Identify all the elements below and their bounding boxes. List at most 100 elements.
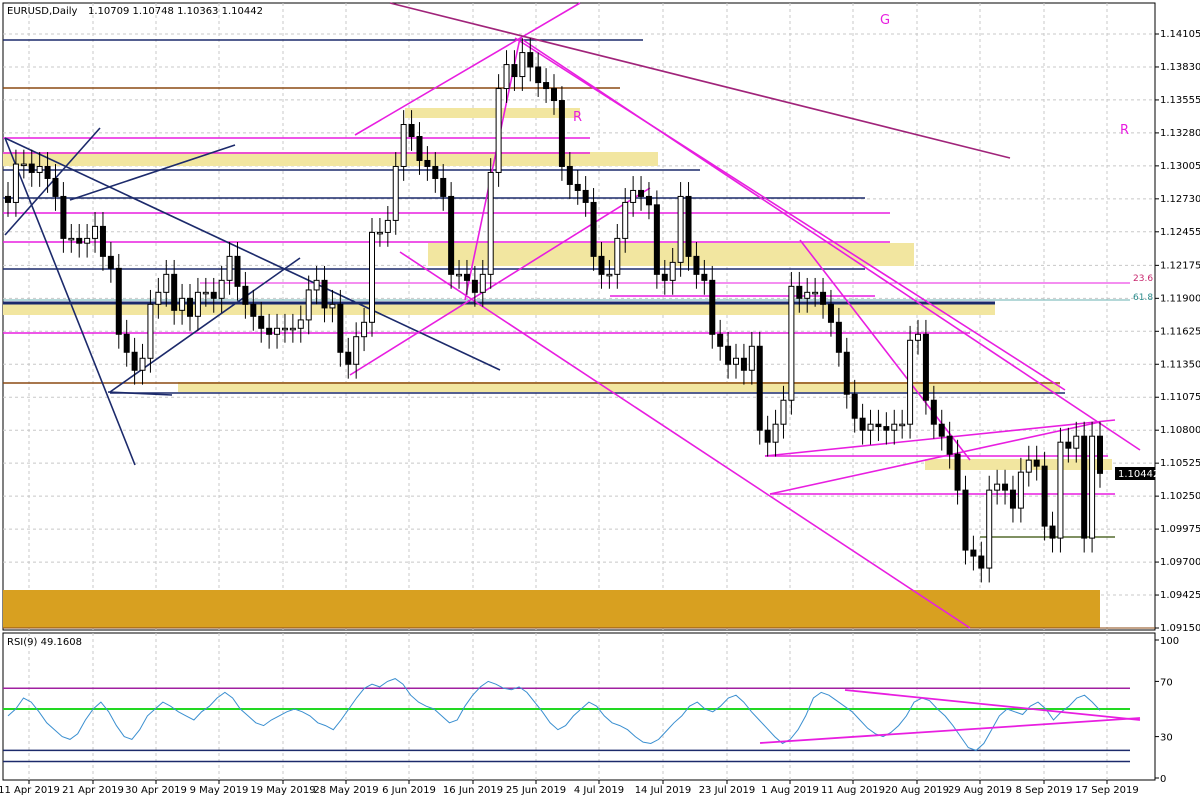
candle — [1017, 457, 1024, 523]
candle-body — [226, 255, 233, 281]
candle-body — [574, 183, 581, 191]
candle-body — [123, 333, 130, 353]
rsi-y-tick-label: 0 — [1160, 774, 1166, 785]
candle — [558, 86, 565, 181]
candle-body — [614, 237, 621, 275]
trendline — [764, 419, 1116, 457]
candle — [226, 241, 233, 295]
candle-body — [194, 291, 201, 317]
support-resistance-zones — [3, 108, 1112, 628]
horizontal-levels — [3, 39, 1155, 629]
candle — [1097, 421, 1103, 488]
annotation-r1: R — [573, 110, 582, 125]
candle — [827, 289, 834, 337]
main-panel-frame — [2, 2, 1156, 631]
candle-body — [1009, 489, 1016, 509]
candle — [345, 337, 352, 379]
x-tick-label: 30 Apr 2019 — [125, 785, 187, 796]
fib-618-label: 61.8 — [1133, 293, 1153, 303]
candle-body — [305, 289, 312, 321]
candle — [155, 277, 162, 319]
candle — [471, 265, 478, 307]
y-tick-label: 1.10525 — [1160, 458, 1200, 469]
candle-body — [171, 273, 178, 311]
rsi-title: RSI(9) 49.1608 — [7, 637, 82, 648]
candle-body — [740, 357, 747, 371]
candle-body — [76, 237, 83, 244]
candle-body — [756, 345, 763, 431]
candle-body — [835, 321, 842, 353]
candle-body — [551, 88, 557, 102]
candle-body — [495, 88, 502, 173]
candle-body — [630, 189, 637, 203]
y-tick-label: 1.11900 — [1160, 293, 1200, 304]
candle-body — [210, 291, 217, 299]
candle — [1025, 445, 1032, 487]
y-tick-label: 1.09425 — [1160, 590, 1200, 601]
candle — [139, 343, 146, 385]
candle — [115, 253, 122, 349]
candle-body — [622, 201, 629, 239]
y-tick-label: 1.13280 — [1160, 128, 1200, 139]
candle — [669, 247, 676, 295]
candle — [780, 385, 787, 439]
candle — [970, 535, 977, 571]
candle — [171, 259, 178, 325]
candle-body — [432, 165, 439, 179]
trendline — [769, 421, 1101, 495]
candle-body — [867, 423, 874, 431]
candle-body — [297, 319, 304, 329]
candle — [52, 164, 59, 211]
candle-body — [930, 399, 937, 425]
candle-body — [883, 426, 890, 431]
candle-body — [424, 159, 431, 167]
candle-body — [717, 333, 724, 347]
candle — [274, 313, 281, 349]
candle-body — [147, 303, 154, 359]
candle-body — [733, 357, 739, 365]
candle-body — [92, 225, 99, 239]
trendline — [4, 137, 501, 371]
candle-body — [915, 333, 921, 341]
candle — [590, 188, 597, 271]
y-tick-label: 1.10250 — [1160, 491, 1200, 502]
candle — [653, 190, 660, 289]
candle-body — [1089, 435, 1096, 539]
candle-body — [566, 165, 573, 185]
candle — [432, 152, 439, 193]
candle — [5, 182, 11, 217]
x-tick-label: 9 May 2019 — [190, 785, 249, 796]
candle-body — [772, 423, 779, 443]
candle-body — [503, 64, 510, 90]
candle — [234, 241, 241, 301]
y-tick-label: 1.12730 — [1160, 194, 1200, 205]
candle-body — [1081, 435, 1088, 539]
candle-body — [1002, 483, 1009, 491]
candle — [12, 149, 19, 217]
candle — [99, 212, 106, 271]
candle — [1033, 445, 1040, 481]
candle-body — [962, 489, 969, 551]
candle-body — [258, 315, 265, 329]
candle-body — [242, 285, 249, 305]
candle-body — [1065, 441, 1072, 449]
candle — [28, 149, 35, 187]
candle — [313, 265, 320, 305]
candle — [131, 337, 138, 385]
rsi-y-tick-label: 70 — [1160, 677, 1173, 688]
candle-body — [519, 52, 526, 78]
candle — [867, 409, 874, 445]
current-price-box — [1115, 467, 1155, 480]
candle-body — [582, 189, 589, 203]
rsi-panel-frame — [2, 632, 1156, 781]
candle — [353, 322, 360, 379]
candle — [733, 343, 739, 379]
candle-body — [234, 255, 241, 287]
candle-body — [661, 273, 668, 281]
trendline — [464, 37, 521, 301]
candle-body — [899, 423, 906, 427]
candle-body — [376, 231, 383, 235]
candle — [448, 182, 455, 289]
candle-body — [5, 195, 11, 203]
candle — [922, 319, 929, 415]
